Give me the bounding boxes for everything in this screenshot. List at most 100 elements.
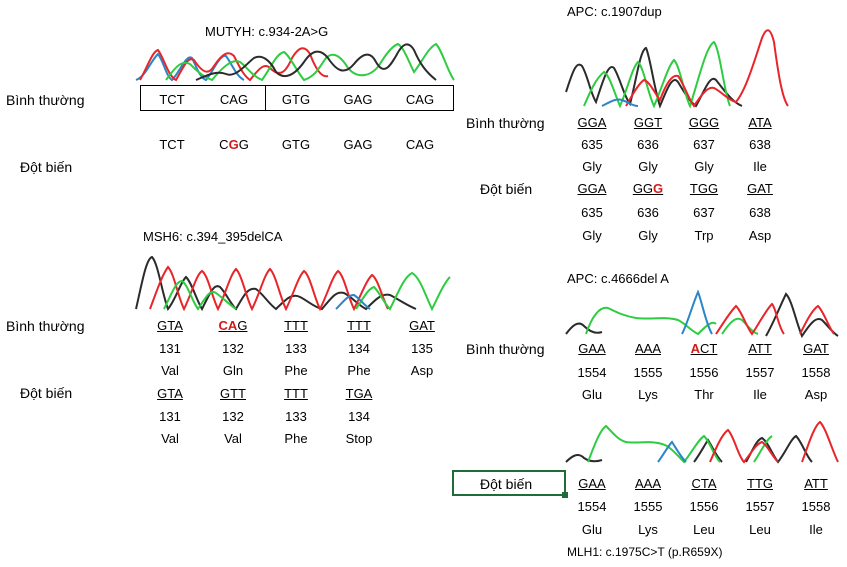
apc2-normal-cell: Glu: [581, 387, 603, 402]
selected-cell-mutant-label[interactable]: [452, 470, 568, 498]
apc1-normal-cell: Ile: [753, 159, 767, 174]
msh6-mutant-cell: 133: [285, 409, 307, 424]
apc2-mutant-cell: Leu: [749, 522, 771, 537]
msh6-mutant-codon: GTA: [140, 386, 200, 401]
apc1-mutant-cell: Trp: [694, 228, 714, 243]
mutyh-mutant-row-codon: CGG: [204, 137, 264, 152]
msh6-mutant-cell: 134: [348, 409, 370, 424]
apc2-title: APC: c.4666del A: [567, 271, 669, 286]
apc1-normal-cell: Gly: [638, 159, 658, 174]
apc1-mutant-label: Đột biến: [480, 181, 533, 197]
codon-bases: GAT: [747, 181, 773, 196]
msh6-mutant-cell: Val: [161, 431, 179, 446]
mutyh-title: MUTYH: c.934-2A>G: [205, 24, 329, 39]
msh6-normal-cell: Phe: [347, 363, 371, 378]
mutyh-chromatogram: [135, 42, 455, 82]
mutated-base: G: [653, 181, 664, 196]
msh6-normal-cell: Val: [161, 363, 179, 378]
apc2-mutant-cell: 1554: [577, 499, 607, 514]
codon-bases: TTT: [284, 318, 308, 333]
apc1-mutant-cell: Gly: [638, 228, 658, 243]
apc1-normal-codon: GGT: [618, 115, 678, 130]
selection-fill-handle[interactable]: [562, 492, 568, 498]
codon-bases: AAA: [634, 341, 661, 356]
msh6-mutant-codon: TGA: [329, 386, 389, 401]
apc2-mutant-label: Đột biến: [480, 476, 533, 492]
msh6-chromatogram: [135, 255, 451, 312]
msh6-mutant-cell: Stop: [345, 431, 373, 446]
mutated-base: G: [228, 137, 239, 152]
apc1-mutant-cell: Asp: [748, 228, 772, 243]
mutyh-normal-row-cell: CAG: [219, 92, 249, 107]
codon-bases: GAA: [578, 341, 606, 356]
codon-bases: GAT: [409, 318, 435, 333]
msh6-mutant-cell: Phe: [284, 431, 308, 446]
apc1-normal-label: Bình thường: [466, 115, 545, 131]
codon-bases: GTG: [281, 137, 311, 152]
codon-bases: GTT: [220, 386, 246, 401]
codon-bases: TCT: [159, 137, 185, 152]
apc1-mutant-cell: 638: [749, 205, 771, 220]
codon-bases: GAA: [578, 476, 606, 491]
codon-bases: C: [219, 137, 229, 152]
codon-bases: G: [238, 137, 249, 152]
apc1-mutant-codon: GAT: [730, 181, 790, 196]
apc1-mutant-cell: 635: [581, 205, 603, 220]
apc1-mutant-cell: 637: [693, 205, 715, 220]
msh6-normal-cell: 132: [222, 341, 244, 356]
codon-bases: GGA: [577, 115, 607, 130]
apc2-mutant-cell: 1556: [689, 499, 719, 514]
apc1-normal-cell: 635: [581, 137, 603, 152]
msh6-normal-label: Bình thường: [6, 318, 85, 334]
mutyh-normal-row-cell: GTG: [281, 92, 311, 107]
codon-bases: GGG: [688, 115, 720, 130]
apc2-normal-cell: Ile: [753, 387, 767, 402]
apc2-normal-cell: 1558: [801, 365, 831, 380]
apc2-normal-cell: 1556: [689, 365, 719, 380]
apc2-mutant-codon: ATT: [786, 476, 846, 491]
apc2-normal-cell: Thr: [694, 387, 714, 402]
msh6-normal-cell: Asp: [410, 363, 434, 378]
mutyh-mutant-label: Đột biến: [20, 159, 73, 175]
apc2-mutant-codon: AAA: [618, 476, 678, 491]
codon-bases: TTT: [347, 318, 371, 333]
codon-bases: CT: [700, 341, 718, 356]
mutyh-normal-box: [140, 85, 454, 111]
codon-bases: GGA: [577, 181, 607, 196]
apc2-normal-cell: 1555: [633, 365, 663, 380]
apc2-normal-cell: Lys: [638, 387, 658, 402]
apc2-mutant-cell: 1555: [633, 499, 663, 514]
mutyh-box-divider: [265, 86, 266, 110]
codon-bases: GG: [632, 181, 654, 196]
codon-bases: TGA: [345, 386, 373, 401]
apc1-mutant-codon: GGG: [618, 181, 678, 196]
apc2-mutant-cell: Leu: [693, 522, 715, 537]
apc2-mutant-cell: Glu: [581, 522, 603, 537]
apc1-title: APC: c.1907dup: [567, 4, 662, 19]
msh6-mutant-codon: GTT: [203, 386, 263, 401]
apc2-normal-codon: AAA: [618, 341, 678, 356]
mutyh-mutant-row-codon: GAG: [328, 137, 388, 152]
msh6-normal-cell: 131: [159, 341, 181, 356]
apc1-normal-cell: 638: [749, 137, 771, 152]
msh6-mutant-cell: Val: [224, 431, 242, 446]
msh6-normal-cell: 134: [348, 341, 370, 356]
msh6-title: MSH6: c.394_395delCA: [143, 229, 283, 244]
codon-bases: ATA: [748, 115, 772, 130]
msh6-normal-codon: GTA: [140, 318, 200, 333]
apc1-mutant-cell: Gly: [582, 228, 602, 243]
mutated-base: CA: [218, 318, 238, 333]
mutated-base: A: [690, 341, 701, 356]
apc2-normal-cell: 1557: [745, 365, 775, 380]
codon-bases: G: [237, 318, 248, 333]
apc2-normal-label: Bình thường: [466, 341, 545, 357]
apc1-normal-cell: 636: [637, 137, 659, 152]
apc1-normal-codon: GGG: [674, 115, 734, 130]
msh6-normal-cell: 135: [411, 341, 433, 356]
apc2-mutant-chromatogram: [565, 420, 839, 464]
apc1-normal-codon: ATA: [730, 115, 790, 130]
mutyh-mutant-row-codon: GTG: [266, 137, 326, 152]
codon-bases: AAA: [634, 476, 661, 491]
codon-bases: GGT: [633, 115, 663, 130]
apc2-normal-codon: ATT: [730, 341, 790, 356]
